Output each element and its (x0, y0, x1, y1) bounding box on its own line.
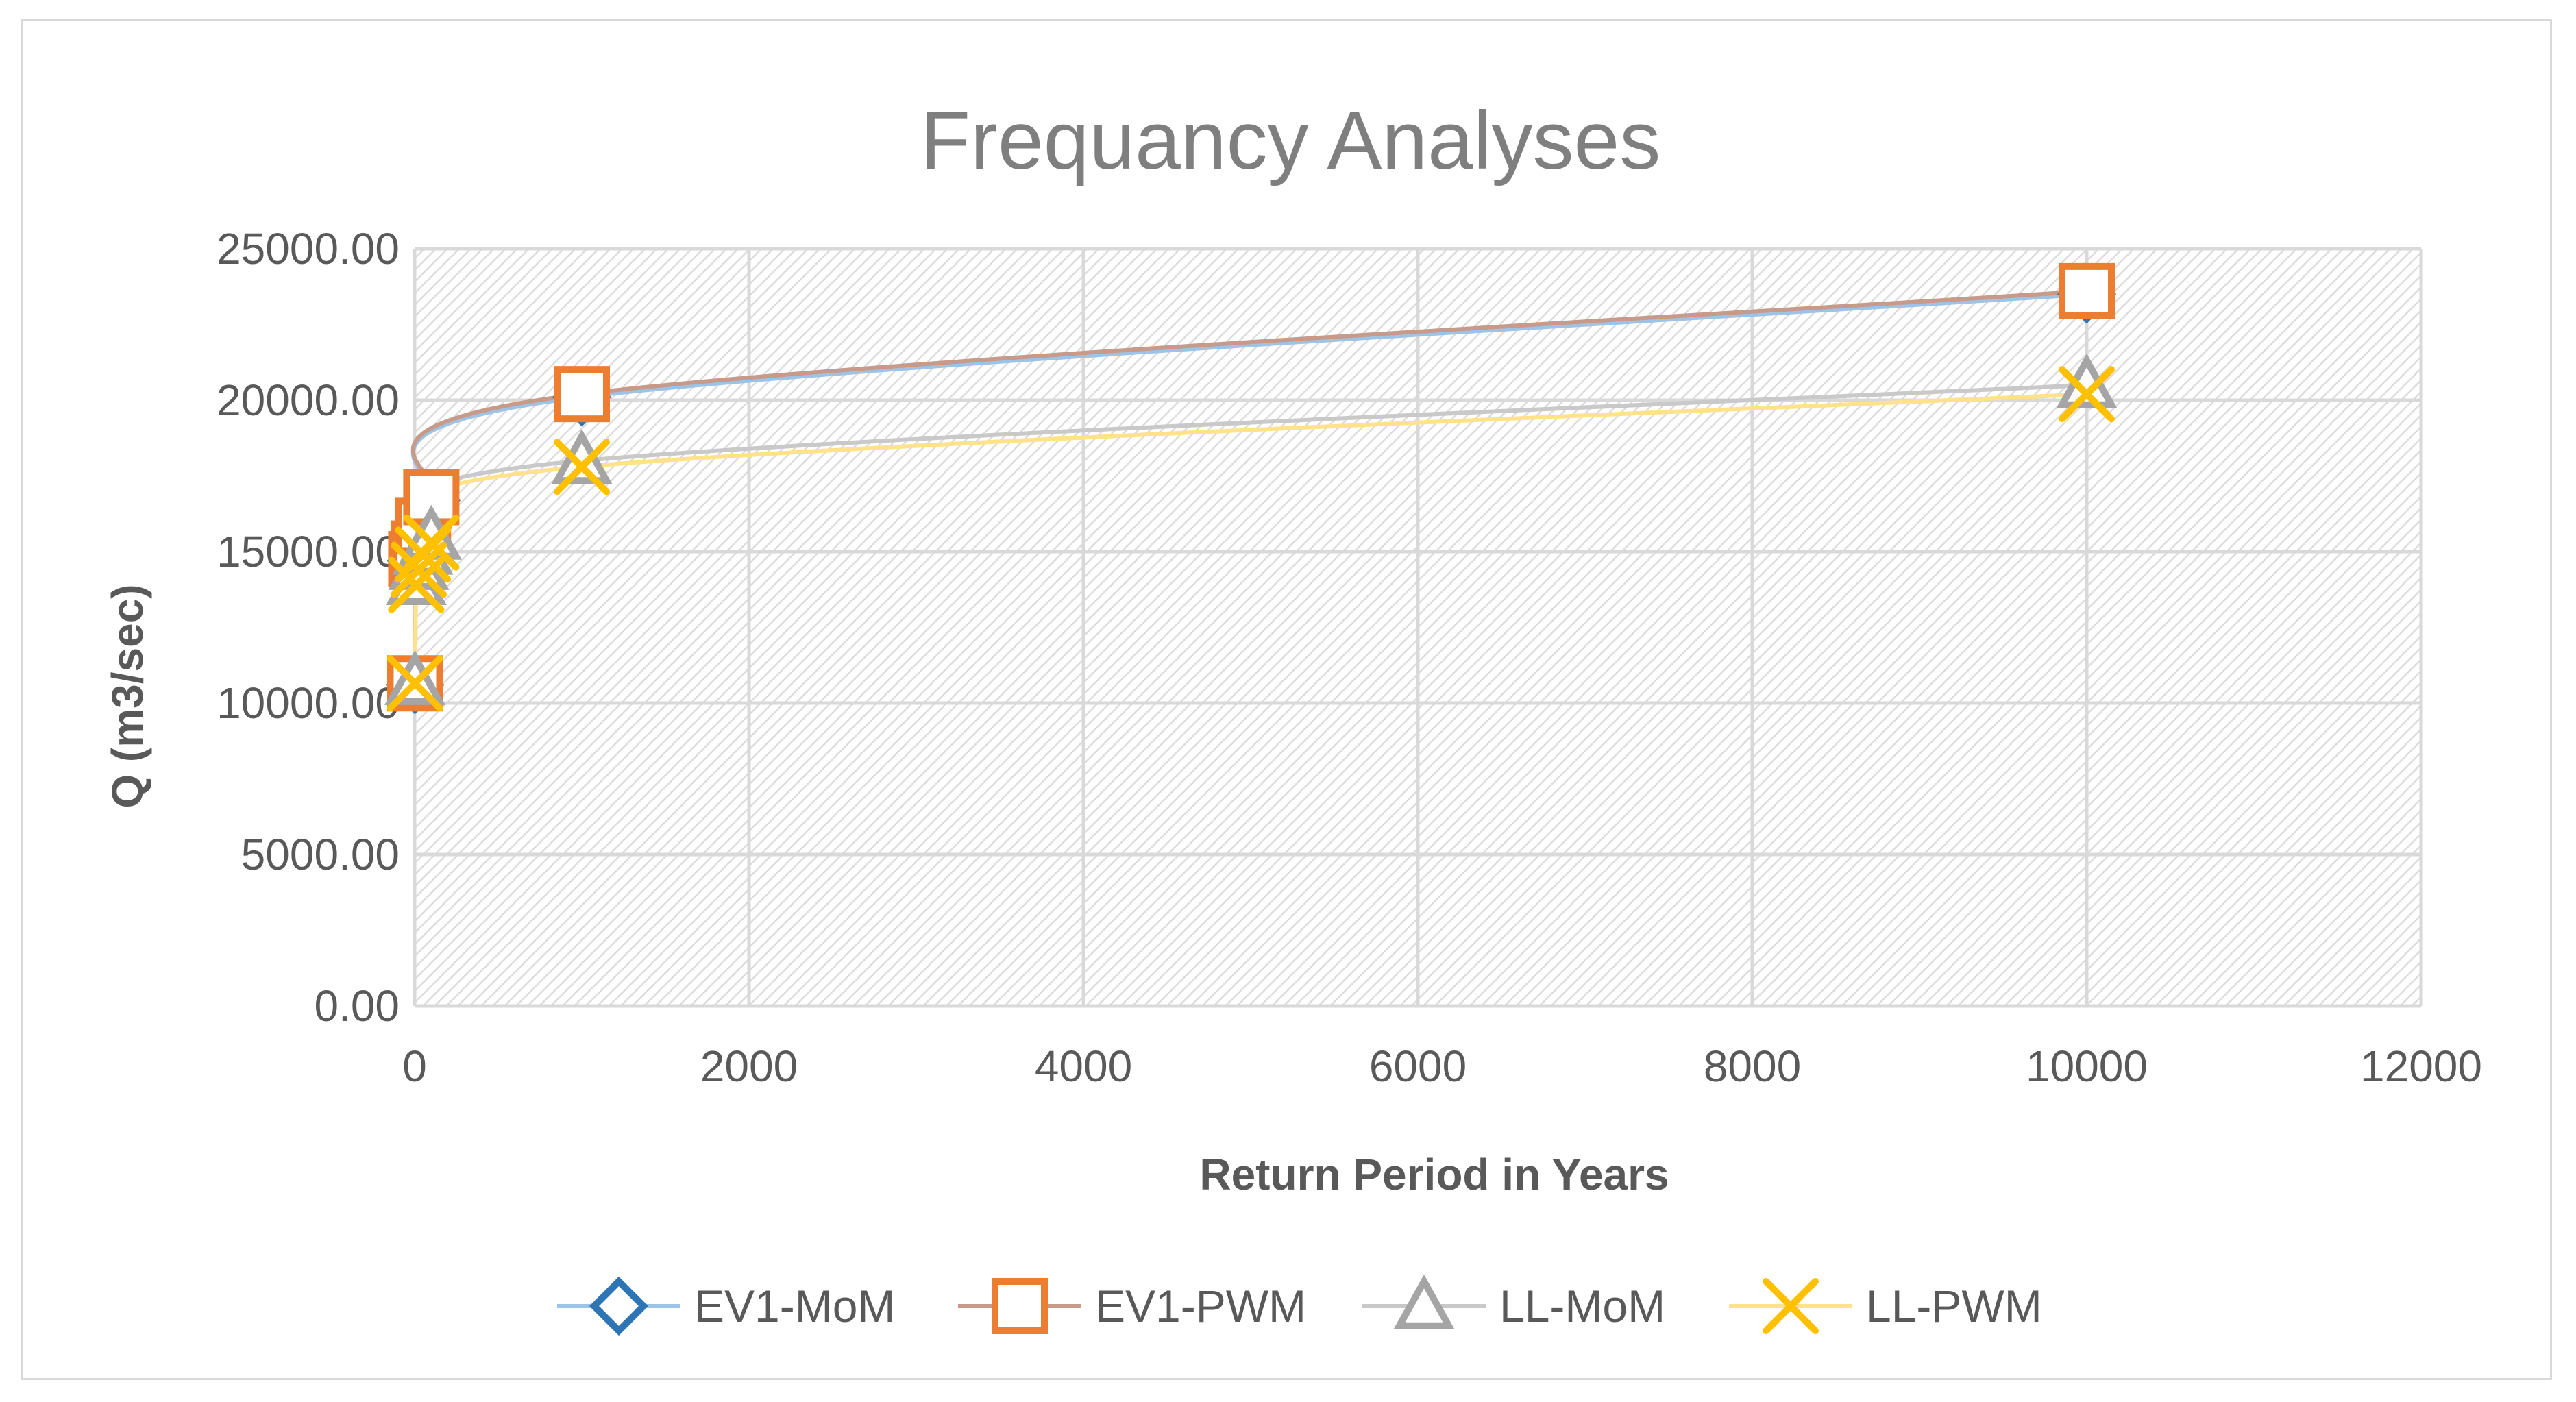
grid-layer (413, 247, 2423, 1008)
tick-layer: 0.00 5000.00 10000.00 15000.00 20000.00 25000… (217, 224, 2482, 1091)
legend-item-ll-mom: LL-MoM (1362, 1274, 1665, 1331)
data-point-ev1-pwm (2059, 262, 2115, 319)
x-tick-label: 10000 (2026, 1042, 2148, 1091)
x-tick-label: 8000 (1704, 1042, 1801, 1091)
legend-label: EV1-PWM (1095, 1281, 1306, 1331)
legend-label: EV1-MoM (694, 1281, 895, 1331)
data-point-ll-pwm (387, 655, 443, 712)
legend-item-ll-pwm: LL-PWM (1729, 1278, 2042, 1334)
y-tick-label: 0.00 (314, 981, 400, 1031)
y-tick-label: 5000.00 (241, 830, 400, 879)
y-tick-label: 15000.00 (217, 527, 400, 576)
chart-svg: Frequancy Analyses 0.00 5000.00 10000.00 15… (103, 95, 2482, 1336)
legend-label: LL-MoM (1499, 1281, 1665, 1331)
legend-marker-x (1763, 1278, 1819, 1334)
legend-label: LL-PWM (1866, 1281, 2042, 1331)
data-point-ll-pwm (391, 541, 447, 598)
y-axis-title: Q (m3/sec) (103, 584, 152, 808)
x-tick-label: 0 (402, 1042, 427, 1091)
legend-item-ev1-mom: EV1-MoM (557, 1276, 895, 1336)
y-tick-label: 25000.00 (217, 224, 400, 273)
chart-title: Frequancy Analyses (920, 95, 1661, 186)
data-point-ll-pwm (403, 514, 460, 571)
x-axis-title: Return Period in Years (1199, 1150, 1669, 1199)
legend-marker-triangle (1393, 1274, 1455, 1329)
data-point-ll-pwm (2059, 366, 2115, 423)
legend-marker-square (992, 1278, 1048, 1334)
data-point-ll-pwm (554, 439, 610, 495)
legend-item-ev1-pwm: EV1-PWM (958, 1278, 1306, 1334)
legend-marker-diamond (589, 1276, 649, 1336)
y-tick-label: 10000.00 (217, 678, 400, 728)
legend: EV1-MoM EV1-PWM LL-MoM LL-PWM (557, 1274, 2042, 1336)
y-tick-label: 20000.00 (217, 376, 400, 425)
x-tick-label: 6000 (1369, 1042, 1467, 1091)
x-tick-label: 2000 (700, 1042, 798, 1091)
chart-frame: Frequancy Analyses 0.00 5000.00 10000.00 15… (21, 19, 2552, 1380)
x-tick-label: 12000 (2360, 1042, 2482, 1091)
x-tick-label: 4000 (1035, 1042, 1132, 1091)
data-point-ev1-pwm (554, 366, 610, 423)
series-markers (384, 262, 2118, 715)
